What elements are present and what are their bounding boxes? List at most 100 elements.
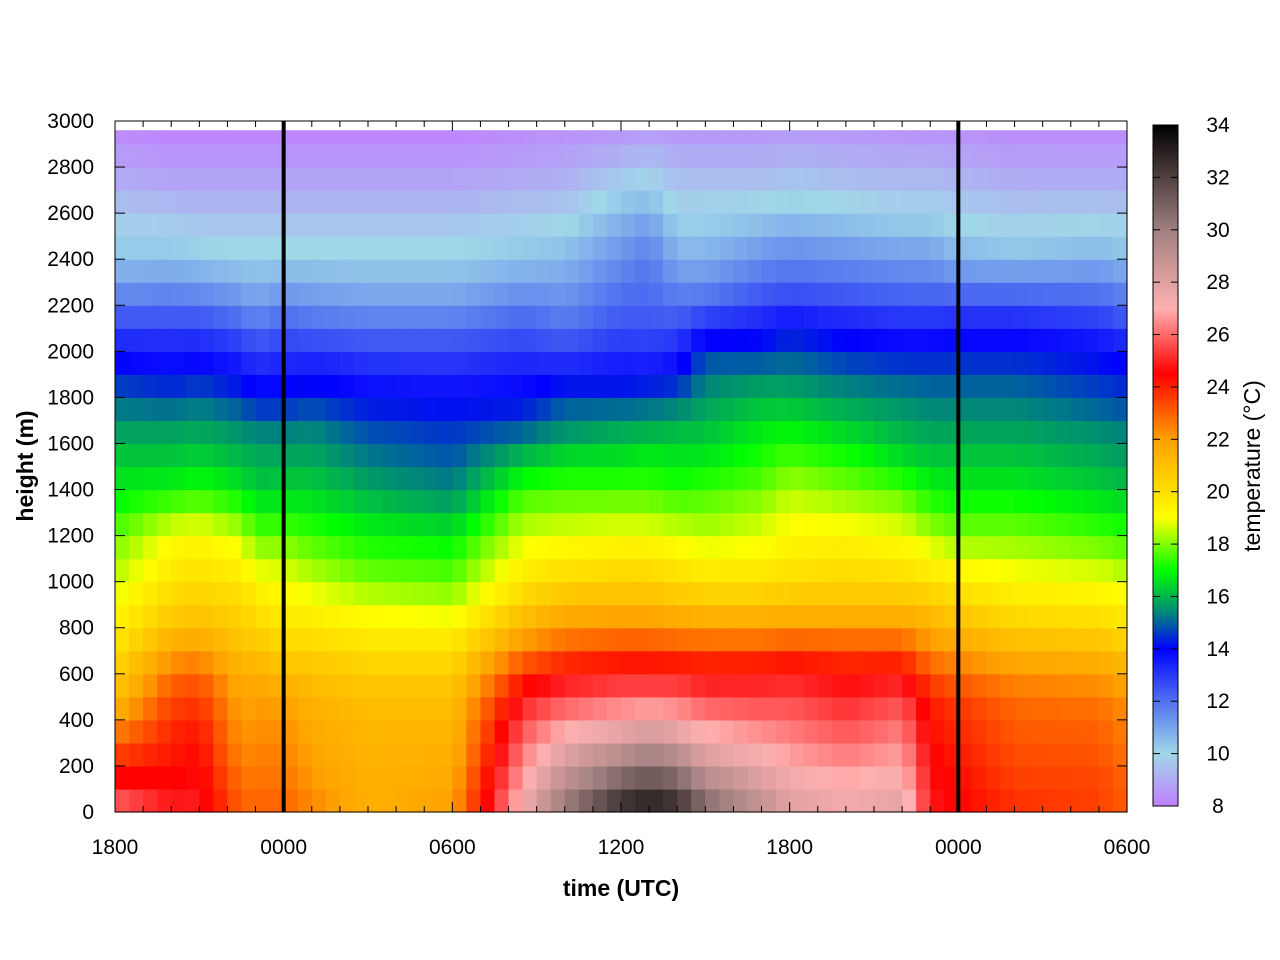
heatmap-cell [859,420,875,445]
heatmap-cell [494,259,510,283]
heatmap-cell [621,627,636,652]
heatmap-cell [283,130,299,145]
heatmap-cell [1028,443,1044,468]
heatmap-cell [564,130,580,145]
heatmap-cell [129,788,144,813]
heatmap-cell [1028,512,1044,537]
heatmap-cell [269,328,285,352]
heatmap-cell [480,213,496,237]
heatmap-cell [227,328,243,352]
heatmap-cell [283,397,299,422]
heatmap-cell [972,650,988,675]
heatmap-cell [803,604,819,629]
heatmap-cell [494,305,510,329]
heatmap-cell [621,397,636,422]
heatmap-cell [536,604,552,629]
heatmap-cell [986,328,1002,352]
heatmap-cell [592,535,608,560]
heatmap-cell [480,236,496,260]
heatmap-cell [339,742,355,767]
heatmap-cell [157,673,172,698]
heatmap-cell [1070,581,1086,606]
heatmap-cell [621,742,636,767]
heatmap-cell [564,420,580,445]
heatmap-cell [480,466,496,491]
heatmap-cell [1014,397,1030,422]
heatmap-cell [1042,130,1058,145]
heatmap-cell [494,489,510,514]
heatmap-cell [353,558,369,583]
heatmap-cell [663,742,678,767]
heatmap-cell [1056,489,1072,514]
heatmap-cell [817,236,833,260]
heatmap-cell [592,466,608,491]
heatmap-cell [986,305,1002,329]
heatmap-cell [635,374,650,398]
heatmap-cell [311,351,327,375]
heatmap-cell [972,512,988,537]
heatmap-cell [621,673,636,698]
heatmap-cell [1056,144,1072,168]
heatmap-cell [396,558,411,583]
heatmap-cell [775,420,791,445]
heatmap-cell [845,374,861,398]
heatmap-cell [480,144,496,168]
heatmap-cell [536,673,552,698]
heatmap-cell [115,443,130,468]
heatmap-cell [972,466,988,491]
heatmap-cell [171,305,186,329]
heatmap-cell [564,604,580,629]
heatmap-cell [859,466,875,491]
heatmap-cell [733,351,749,375]
heatmap-cell [916,673,931,698]
heatmap-cell [1112,466,1128,491]
heatmap-cell [578,581,594,606]
heatmap-cell [719,443,735,468]
heatmap-cell [972,696,988,721]
heatmap-cell [171,420,186,445]
heatmap-cell [944,374,959,398]
heatmap-cell [1084,466,1100,491]
heatmap-cell [733,627,749,652]
heatmap-cell [606,558,622,583]
heatmap-cell [635,190,650,214]
heatmap-cell [213,558,229,583]
heatmap-cell [1056,558,1072,583]
heatmap-cell [649,650,664,675]
heatmap-cell [143,443,158,468]
heatmap-cell [775,130,791,145]
heatmap-cell [438,397,453,422]
heatmap-cell [1070,282,1086,306]
heatmap-cell [424,673,439,698]
heatmap-cell [803,558,819,583]
heatmap-cell [283,719,299,744]
heatmap-cell [157,213,172,237]
heatmap-cell [241,130,257,145]
heatmap-cell [733,374,749,398]
heatmap-cell [115,535,130,560]
heatmap-cell [213,650,229,675]
heatmap-cell [368,512,383,537]
y-tick-label: 2000 [47,340,94,363]
heatmap-cell [255,489,271,514]
heatmap-cell [115,489,130,514]
heatmap-cell [1112,558,1128,583]
heatmap-cell [845,604,861,629]
heatmap-cell [719,650,735,675]
heatmap-cell [339,673,355,698]
heatmap-cell [199,190,214,214]
heatmap-cell [522,144,538,168]
heatmap-cell [606,581,622,606]
heatmap-cell [606,328,622,352]
heatmap-cell [382,466,397,491]
heatmap-cell [564,742,580,767]
heatmap-cell [775,788,791,813]
heatmap-cell [438,581,453,606]
heatmap-cell [564,374,580,398]
heatmap-cell [410,742,425,767]
heatmap-cell [396,742,411,767]
heatmap-cell [733,742,749,767]
heatmap-cell [325,213,341,237]
heatmap-cell [944,236,959,260]
heatmap-cell [325,282,341,306]
